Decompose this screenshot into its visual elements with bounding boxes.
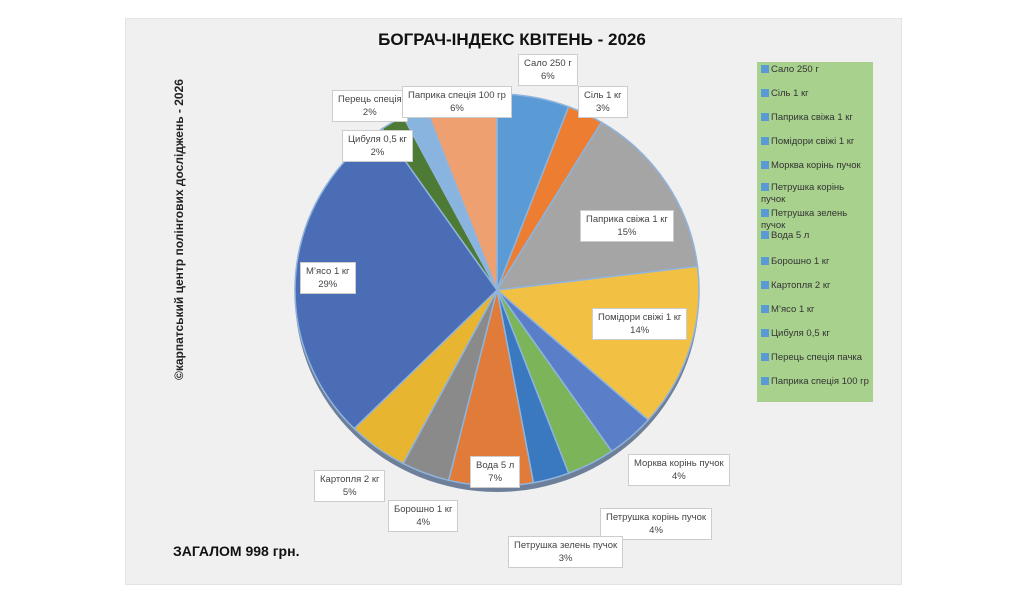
legend-label: Помідори свіжі 1 кг [771, 136, 855, 147]
data-label-name: Сіль 1 кг [584, 90, 622, 101]
legend-label: Борошно 1 кг [771, 256, 830, 267]
legend-label: Сало 250 г [771, 64, 819, 75]
chart-title: БОГРАЧ-ІНДЕКС КВІТЕНЬ - 2026 [378, 30, 646, 49]
data-label-name: Цибуля 0,5 кг [348, 134, 407, 145]
legend-label: М’ясо 1 кг [771, 304, 815, 315]
legend-item: Петрушка зелень пучок [761, 208, 871, 232]
pie-slice-2 [495, 121, 699, 291]
legend-swatch-icon [761, 305, 769, 313]
legend-item: Паприка свіжа 1 кг [761, 112, 871, 124]
legend-swatch-icon [761, 65, 769, 73]
legend-swatch-icon [761, 281, 769, 289]
data-label-name: Картопля 2 кг [320, 474, 380, 485]
legend-item: Вода 5 л [761, 230, 871, 242]
data-label: Петрушка зелень пучок 3% [508, 536, 624, 568]
legend-label: Морква корінь пучок [771, 160, 861, 171]
legend-item: Сіль 1 кг [761, 88, 871, 100]
legend-swatch-icon [761, 113, 769, 121]
legend-label: Паприка свіжа 1 кг [771, 112, 853, 123]
data-label-name: Сало 250 г [524, 58, 572, 69]
data-label-name: Петрушка зелень пучок [514, 540, 618, 551]
legend-item: Помідори свіжі 1 кг [761, 136, 871, 148]
legend-swatch-icon [761, 183, 769, 191]
data-label-name: Борошно 1 кг [394, 504, 453, 515]
data-label-value: 4% [671, 471, 686, 482]
data-label-name: Морква корінь пучок [634, 458, 724, 469]
legend-item: Картопля 2 кг [761, 280, 871, 292]
total-label: ЗАГАЛОМ 998 грн. [173, 543, 300, 559]
legend-item: Цибуля 0,5 кг [761, 328, 871, 340]
data-label: Перець спеція 2% [332, 90, 408, 122]
data-label: Цибуля 0,5 кг 2% [342, 130, 413, 162]
data-label-value: 29% [318, 279, 338, 290]
data-label-value: 5% [342, 487, 357, 498]
data-label-name: Петрушка корінь пучок [606, 512, 707, 523]
legend-swatch-icon [761, 257, 769, 265]
legend: Сало 250 г Сіль 1 кг Паприка свіжа 1 кг Пом… [757, 62, 873, 402]
data-label-value: 4% [416, 517, 431, 528]
legend-label: Вода 5 л [771, 230, 810, 241]
data-label-value: 2% [370, 147, 385, 158]
legend-swatch-icon [761, 209, 769, 217]
data-label-value: 7% [488, 473, 503, 484]
legend-swatch-icon [761, 137, 769, 145]
legend-item: М’ясо 1 кг [761, 304, 871, 316]
data-label-value: 2% [362, 107, 377, 118]
data-label-value: 3% [595, 103, 610, 114]
legend-item: Петрушка корінь пучок [761, 182, 871, 206]
data-label-value: 6% [450, 103, 464, 114]
data-label: Паприка спеція 100 гр 6% [402, 86, 512, 118]
data-label-name: Перець спеція [338, 94, 402, 105]
legend-swatch-icon [761, 329, 769, 337]
legend-item: Сало 250 г [761, 64, 871, 76]
data-label: Сіль 1 кг 3% [578, 86, 628, 118]
legend-swatch-icon [761, 353, 769, 361]
data-label-value: 14% [630, 325, 650, 336]
legend-label: Картопля 2 кг [771, 280, 831, 291]
data-label: М’ясо 1 кг 29% [300, 262, 356, 294]
legend-label: Цибуля 0,5 кг [771, 328, 830, 339]
data-label-value: 15% [617, 227, 637, 238]
data-label-name: Вода 5 л [476, 460, 515, 471]
data-label-value: 6% [541, 71, 555, 82]
data-label-value: 4% [649, 525, 663, 536]
legend-label: Перець спеція пачка [771, 352, 863, 363]
legend-label: Паприка спеція 100 гр [771, 376, 869, 387]
legend-label: Сіль 1 кг [771, 88, 809, 99]
legend-swatch-icon [761, 377, 769, 385]
pie-slice-3 [495, 265, 700, 422]
legend-swatch-icon [761, 161, 769, 169]
data-label: Морква корінь пучок 4% [628, 454, 730, 486]
legend-swatch-icon [761, 231, 769, 239]
legend-item: Паприка спеція 100 гр [761, 376, 871, 388]
legend-item: Морква корінь пучок [761, 160, 871, 172]
legend-label: Петрушка зелень пучок [761, 208, 848, 231]
data-label-value: 3% [558, 553, 573, 564]
data-label-name: Паприка спеція 100 гр [408, 90, 506, 101]
data-label-name: Помідори свіжі 1 кг [598, 312, 682, 323]
data-label: Сало 250 г 6% [518, 54, 578, 86]
data-label: Петрушка корінь пучок 4% [600, 508, 713, 540]
data-label-name: Паприка свіжа 1 кг [586, 214, 668, 225]
legend-item: Борошно 1 кг [761, 256, 871, 268]
data-label: Вода 5 л 7% [470, 456, 521, 488]
legend-swatch-icon [761, 89, 769, 97]
data-label-name: М’ясо 1 кг [306, 266, 350, 277]
data-label: Помідори свіжі 1 кг 14% [592, 308, 688, 340]
data-label: Борошно 1 кг 4% [388, 500, 459, 532]
legend-label: Петрушка корінь пучок [761, 182, 845, 205]
legend-item: Перець спеція пачка [761, 352, 871, 364]
copyright-note: ©карпатський центр полінгових досліджень… [172, 79, 186, 380]
data-label: Паприка свіжа 1 кг 15% [580, 210, 674, 242]
data-label: Картопля 2 кг 5% [314, 470, 386, 502]
